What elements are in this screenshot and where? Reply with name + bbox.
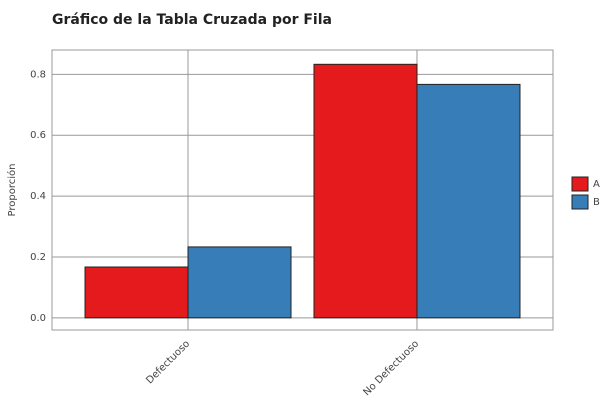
x-tick-label: Defectuoso (144, 338, 192, 386)
legend-swatch (571, 176, 589, 192)
plot-frame (51, 49, 554, 331)
y-axis-label: Proporción (6, 164, 18, 217)
legend-label: B (593, 197, 600, 208)
y-tick-label: 0.4 (30, 191, 46, 202)
legend-swatch (571, 194, 589, 210)
y-tick-label: 0.2 (30, 252, 46, 263)
y-tick-label: 0.0 (30, 313, 46, 324)
y-tick-label: 0.6 (30, 130, 46, 141)
x-tick-label: No Defectuoso (361, 338, 421, 398)
legend-label: A (593, 179, 600, 190)
bar (313, 63, 418, 319)
bar (416, 83, 521, 319)
chart-title: Gráfico de la Tabla Cruzada por Fila (52, 12, 332, 28)
bar (84, 266, 189, 319)
bar (187, 246, 292, 319)
y-tick-label: 0.8 (30, 69, 46, 80)
